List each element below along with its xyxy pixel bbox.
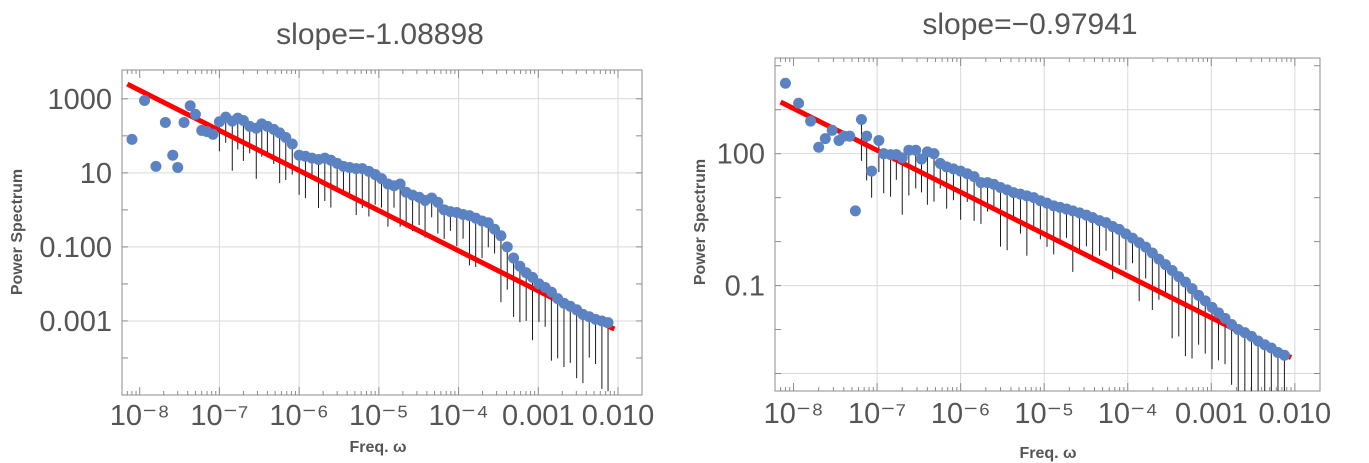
data-point xyxy=(1278,349,1290,361)
x-tick-label: 10⁻⁵ xyxy=(349,400,409,432)
chart-right-ticks: 10⁻⁸ 10⁻⁷ 10⁻⁶ 10⁻⁵ 10⁻⁴ 0.001 0.010 100 0.1 xyxy=(717,58,1332,430)
data-point xyxy=(844,130,856,142)
data-point xyxy=(159,116,171,128)
chart-left-grid xyxy=(122,70,642,395)
chart-right-frame xyxy=(774,57,1321,392)
chart-right-points xyxy=(779,77,1290,361)
data-point xyxy=(793,97,805,109)
y-tick-label: 100 xyxy=(717,139,765,171)
chart-right-ylabel: Power Spectrum xyxy=(692,159,709,285)
data-point xyxy=(495,230,507,242)
x-tick-label: 10⁻⁷ xyxy=(190,400,248,432)
data-point xyxy=(861,130,873,142)
data-point xyxy=(602,317,614,329)
chart-left: slope=-1.08898 10⁻⁸ 10⁻⁷ 10⁻⁶ 10⁻⁵ 10⁻⁴ 0.001… xyxy=(9,18,654,456)
chart-left-ticks: 10⁻⁸ 10⁻⁷ 10⁻⁶ 10⁻⁵ 10⁻⁴ 0.001 0.0101000100.10… xyxy=(39,70,654,432)
y-tick-label: 0.1 xyxy=(725,271,765,303)
data-point xyxy=(896,152,908,164)
data-point xyxy=(826,124,838,136)
y-tick-label: 1000 xyxy=(47,84,112,116)
x-tick-label: 10⁻⁶ xyxy=(269,400,329,432)
x-tick-label: 0.001 xyxy=(502,400,575,432)
data-point xyxy=(394,178,406,190)
x-tick-label: 10⁻⁸ xyxy=(764,398,824,430)
x-tick-label: 10⁻⁸ xyxy=(110,400,170,432)
x-tick-label: 10⁻⁴ xyxy=(1098,398,1158,430)
chart-left-ylabel: Power Spectrum xyxy=(9,169,26,295)
data-point xyxy=(139,95,151,107)
x-tick-label: 10⁻⁷ xyxy=(848,398,906,430)
x-tick-label: 10⁻⁵ xyxy=(1014,398,1074,430)
chart-right-fit xyxy=(779,99,1293,360)
chart-left-points xyxy=(126,95,614,329)
data-point xyxy=(866,165,878,177)
data-point xyxy=(855,113,867,125)
data-point xyxy=(167,149,179,161)
data-point xyxy=(508,252,520,264)
data-point xyxy=(910,144,922,156)
data-point xyxy=(150,160,162,172)
data-point xyxy=(819,133,831,145)
y-tick-label: 10 xyxy=(80,158,112,190)
y-tick-label: 0.001 xyxy=(39,306,112,338)
x-tick-label: 0.010 xyxy=(582,400,655,432)
data-point xyxy=(126,133,138,145)
chart-right-xlabel: Freq. ω xyxy=(1019,445,1076,462)
data-point xyxy=(207,128,219,140)
x-tick-label: 10⁻⁶ xyxy=(931,398,991,430)
data-point xyxy=(178,116,190,128)
chart-left-fit xyxy=(126,81,616,332)
data-point xyxy=(928,148,940,160)
fit-line xyxy=(126,81,616,332)
data-point xyxy=(189,108,201,120)
chart-right: slope=−0.97941 10⁻⁸ 10⁻⁷ 10⁻⁶ 10⁻⁵ 10⁻⁴ 0.001… xyxy=(692,8,1331,462)
data-point xyxy=(805,115,817,127)
data-point xyxy=(184,100,196,112)
data-point xyxy=(1199,295,1211,307)
chart-left-frame xyxy=(121,69,643,396)
data-point xyxy=(873,134,885,146)
fit-line xyxy=(779,99,1293,360)
chart-left-title: slope=-1.08898 xyxy=(276,18,484,51)
chart-right-grid xyxy=(775,58,1320,391)
x-tick-label: 0.001 xyxy=(1175,398,1248,430)
y-tick-label: 0.100 xyxy=(39,232,112,264)
x-tick-label: 0.010 xyxy=(1259,398,1332,430)
data-point xyxy=(172,161,184,173)
data-point xyxy=(779,77,791,89)
data-point xyxy=(915,153,927,165)
chart-right-title: slope=−0.97941 xyxy=(922,8,1137,41)
data-point xyxy=(286,138,298,150)
chart-left-xlabel: Freq. ω xyxy=(349,439,406,456)
data-point xyxy=(432,196,444,208)
data-point xyxy=(501,241,513,253)
data-point xyxy=(813,141,825,153)
x-tick-label: 10⁻⁴ xyxy=(429,400,489,432)
data-point xyxy=(849,205,861,217)
